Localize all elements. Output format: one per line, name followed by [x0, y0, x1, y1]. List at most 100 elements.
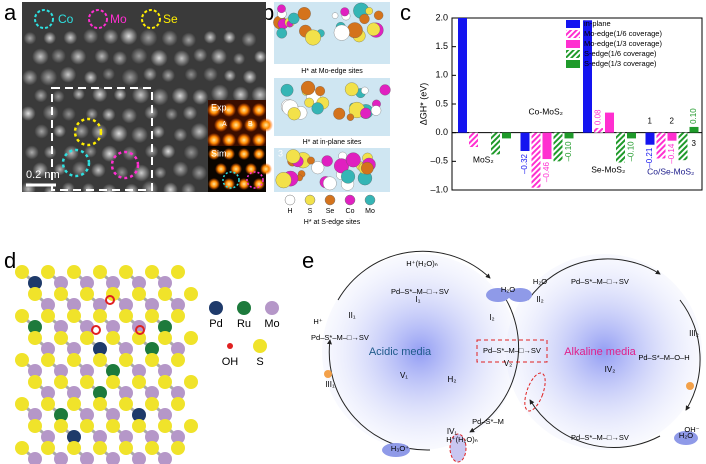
atom: [41, 342, 55, 356]
atom: [132, 452, 146, 464]
legend-label: Se: [163, 12, 178, 26]
atom: [119, 397, 133, 411]
atom-spot: [32, 162, 49, 178]
bar-chart: –1.0 –0.5 0.0 0.5 1.0 1.5 2.0 ΔGH* (eV) –0.32 –0.…: [418, 12, 703, 194]
atom-spot: [141, 180, 159, 198]
atom: [80, 408, 94, 422]
atom: [344, 82, 359, 97]
atom-spot: [192, 89, 209, 105]
atom: [41, 298, 55, 312]
atom-spot: [115, 165, 129, 179]
atom: [119, 342, 133, 356]
media-label: Acidic media: [369, 346, 432, 358]
atom: [80, 320, 94, 334]
atom-spot: [43, 145, 57, 159]
atom: [333, 24, 350, 41]
atom-spot: [163, 182, 178, 198]
atom: [321, 155, 333, 167]
atom: [311, 102, 324, 115]
atom: [311, 161, 325, 175]
atom-spot: [131, 86, 150, 104]
models: H* at Mo-edge sites H* at in-plane sites…: [273, 2, 391, 226]
formula: Pd–S*–M–□→SV: [311, 333, 369, 342]
atom: [171, 342, 185, 356]
atom: [132, 276, 146, 290]
atom: [171, 441, 185, 455]
atom: [277, 4, 286, 14]
bar: [564, 132, 574, 139]
legend-swatch: [566, 50, 580, 58]
atom-spot: [32, 48, 49, 65]
atom: [67, 441, 81, 455]
atom-spot: [51, 48, 66, 64]
step-label: IV₁: [447, 427, 458, 436]
atom: [54, 364, 68, 378]
atom: [171, 397, 185, 411]
atom: [297, 7, 311, 21]
atom: [373, 10, 384, 20]
atom: [80, 364, 94, 378]
atom-spot: [119, 27, 138, 46]
value-label: 0.08: [594, 109, 603, 125]
atom: [145, 397, 159, 411]
atom: [93, 309, 107, 323]
bar: [605, 112, 614, 133]
atom: [132, 287, 146, 301]
formula: H₂O: [501, 285, 515, 294]
legend-atom: [265, 301, 279, 315]
atom: [28, 375, 42, 389]
atom: [106, 408, 120, 422]
atom: [145, 309, 159, 323]
step-label: IV₂: [605, 365, 616, 374]
atom: [132, 408, 146, 422]
atom-spot: [222, 103, 236, 117]
atom: [145, 353, 159, 367]
atom-spot: [112, 51, 128, 66]
value-label: –0.10: [627, 141, 636, 162]
atom: [280, 83, 294, 97]
marker: 3: [278, 148, 283, 158]
atom: [93, 397, 107, 411]
atom: [132, 375, 146, 389]
atom: [80, 452, 94, 464]
atom: [370, 105, 382, 116]
atom: [361, 86, 369, 95]
atom-spot: [173, 128, 188, 142]
legend-label: Mo: [365, 208, 375, 215]
atom-spot: [101, 183, 117, 199]
value-label: 0.10: [689, 108, 698, 124]
formula: H⁺(H₂O)ₙ: [446, 435, 478, 444]
atom: [184, 331, 198, 345]
atom-spot: [121, 68, 139, 86]
y-tick-label: 1.5: [435, 41, 448, 51]
y-tick-label: 0.5: [435, 98, 448, 108]
bar: [627, 132, 636, 139]
atom-spot: [173, 50, 190, 67]
panel-letter: d: [4, 248, 16, 273]
step-label: III₂: [689, 329, 699, 338]
caption: H* at in-plane sites: [303, 139, 362, 146]
legend-label: Co: [58, 12, 74, 26]
bar: [520, 132, 530, 152]
atom: [106, 331, 120, 345]
atom-spot: [193, 48, 208, 63]
x-category-label: Co-MoS₂: [529, 106, 563, 116]
atom: [15, 309, 29, 323]
atom: [145, 265, 159, 279]
atom-spot: [253, 148, 265, 160]
atom: [106, 419, 120, 433]
bar: [502, 132, 511, 139]
atom-spot: [150, 49, 168, 67]
atom: [341, 169, 356, 184]
atom: [158, 364, 172, 378]
atom: [158, 419, 172, 433]
legend-atom: [344, 194, 356, 206]
atom-spot: [63, 30, 78, 45]
atom-spot: [215, 163, 227, 175]
atom-spot: [34, 88, 48, 103]
atom: [41, 353, 55, 367]
atom: [119, 430, 133, 444]
y-tick-label: 2.0: [435, 12, 448, 22]
atom-spot: [223, 148, 235, 160]
